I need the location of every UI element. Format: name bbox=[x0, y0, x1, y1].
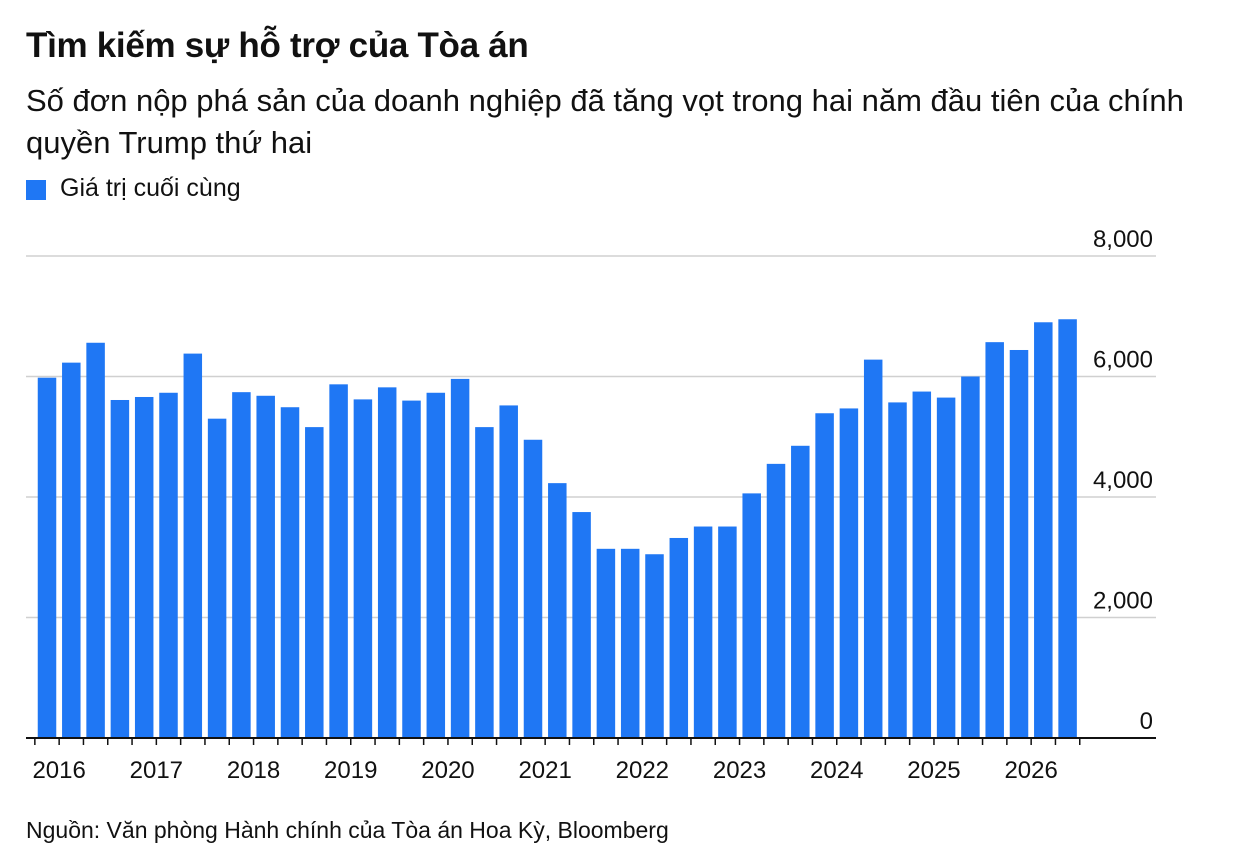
bar bbox=[961, 376, 980, 738]
legend-label: Giá trị cuối cùng bbox=[60, 174, 241, 202]
bar bbox=[742, 493, 761, 738]
bar bbox=[1058, 319, 1077, 738]
bar bbox=[329, 384, 348, 738]
bar bbox=[450, 378, 470, 738]
bar bbox=[936, 397, 956, 738]
bar bbox=[888, 402, 907, 738]
bar bbox=[134, 396, 154, 738]
x-tick-label: 2023 bbox=[713, 757, 766, 784]
bar bbox=[37, 377, 57, 738]
bar bbox=[791, 445, 810, 738]
chart-subtitle: Số đơn nộp phá sản của doanh nghiệp đã t… bbox=[26, 83, 1184, 160]
x-tick-label: 2024 bbox=[810, 757, 863, 784]
x-tick-label: 2016 bbox=[32, 757, 85, 784]
bar bbox=[353, 399, 373, 738]
bar bbox=[475, 427, 494, 738]
x-tick-label: 2017 bbox=[130, 757, 183, 784]
bar bbox=[523, 439, 543, 738]
bar bbox=[207, 418, 227, 738]
legend: Giá trị cuối cùng bbox=[26, 174, 241, 203]
bar bbox=[1034, 322, 1053, 738]
bar bbox=[766, 463, 786, 738]
x-tick-label: 2025 bbox=[907, 757, 960, 784]
y-tick-label: 8,000 bbox=[1093, 226, 1153, 253]
bar bbox=[377, 387, 397, 738]
bar bbox=[183, 353, 203, 738]
chart-title: Tìm kiếm sự hỗ trợ của Tòa án bbox=[26, 26, 529, 65]
x-tick-label: 2018 bbox=[227, 757, 280, 784]
bar bbox=[256, 395, 275, 738]
x-tick-label: 2026 bbox=[1004, 757, 1057, 784]
bar bbox=[815, 413, 834, 738]
bar bbox=[62, 362, 81, 738]
x-tick-label: 2021 bbox=[518, 757, 571, 784]
bar bbox=[1009, 349, 1029, 738]
bar bbox=[86, 342, 105, 738]
bar bbox=[110, 399, 130, 738]
bar bbox=[718, 526, 737, 738]
bar bbox=[863, 359, 883, 738]
bar bbox=[499, 405, 518, 738]
bar bbox=[669, 537, 689, 738]
bar bbox=[596, 548, 616, 738]
bar bbox=[839, 408, 859, 738]
x-tick-label: 2022 bbox=[616, 757, 669, 784]
bar bbox=[305, 427, 324, 738]
bar bbox=[280, 407, 300, 738]
x-tick-label: 2019 bbox=[324, 757, 377, 784]
bar bbox=[572, 512, 591, 738]
bar bbox=[620, 548, 640, 738]
bar bbox=[232, 392, 251, 738]
y-tick-label: 0 bbox=[1140, 708, 1153, 735]
bar bbox=[402, 400, 421, 738]
bar bbox=[912, 391, 932, 738]
y-tick-label: 2,000 bbox=[1093, 588, 1153, 615]
bar bbox=[426, 392, 446, 738]
y-tick-label: 6,000 bbox=[1093, 347, 1153, 374]
y-tick-label: 4,000 bbox=[1093, 467, 1153, 494]
source-note: Nguồn: Văn phòng Hành chính của Tòa án H… bbox=[26, 817, 669, 843]
bar bbox=[693, 526, 713, 738]
bar bbox=[645, 554, 664, 738]
bar bbox=[548, 483, 567, 738]
x-tick-label: 2020 bbox=[421, 757, 474, 784]
bar bbox=[985, 342, 1004, 738]
legend-swatch bbox=[26, 179, 46, 200]
bar bbox=[159, 392, 178, 738]
